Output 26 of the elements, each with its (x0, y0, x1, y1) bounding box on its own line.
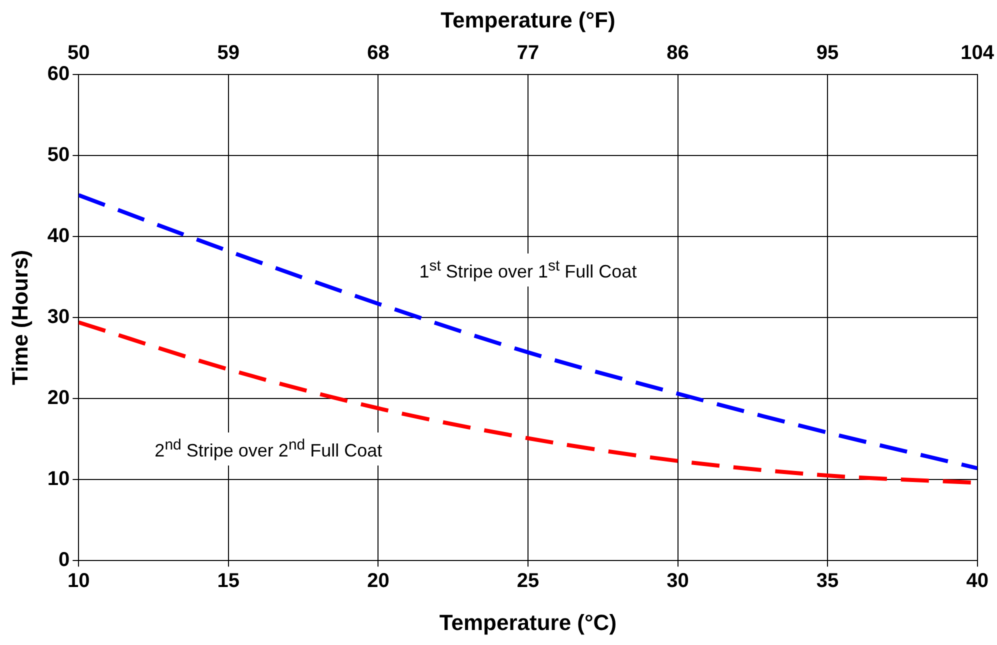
y-tick-label: 60 (47, 62, 70, 85)
x2-tick-label: 95 (816, 42, 839, 64)
x2-tick-label: 50 (68, 42, 90, 64)
series-label: 2$^{nd}$ Stripe over 2$^{nd}$ Full Coat (148, 432, 388, 466)
x-tick-label: 35 (816, 570, 839, 592)
x-tick-label: 25 (516, 570, 540, 592)
x2-tick-label: 59 (217, 42, 240, 64)
series-label: 1$^{st}$ Stripe over 1$^{st}$ Full Coat (413, 254, 643, 287)
x-tick-label: 40 (966, 570, 988, 592)
x2-tick-label: 68 (367, 42, 390, 64)
y-tick-label: 0 (58, 549, 70, 572)
y-tick-label: 40 (47, 224, 70, 247)
y-tick-label: 20 (47, 387, 70, 410)
x2-axis-title: Temperature (°F) (440, 7, 616, 32)
x-axis-title: Temperature (°C) (439, 610, 617, 635)
y-tick-label: 10 (47, 468, 70, 490)
x-tick-label: 20 (367, 570, 390, 592)
x-tick-label: 10 (68, 570, 90, 592)
x2-tick-label: 86 (666, 42, 689, 64)
x-tick-label: 15 (217, 570, 240, 592)
x2-tick-label: 77 (516, 42, 540, 64)
y-tick-label: 50 (47, 144, 70, 166)
y-tick-label: 30 (47, 306, 70, 328)
x2-tick-label: 104 (960, 42, 995, 64)
x-tick-label: 30 (666, 570, 689, 592)
y-axis-title: Time (Hours) (7, 250, 32, 386)
